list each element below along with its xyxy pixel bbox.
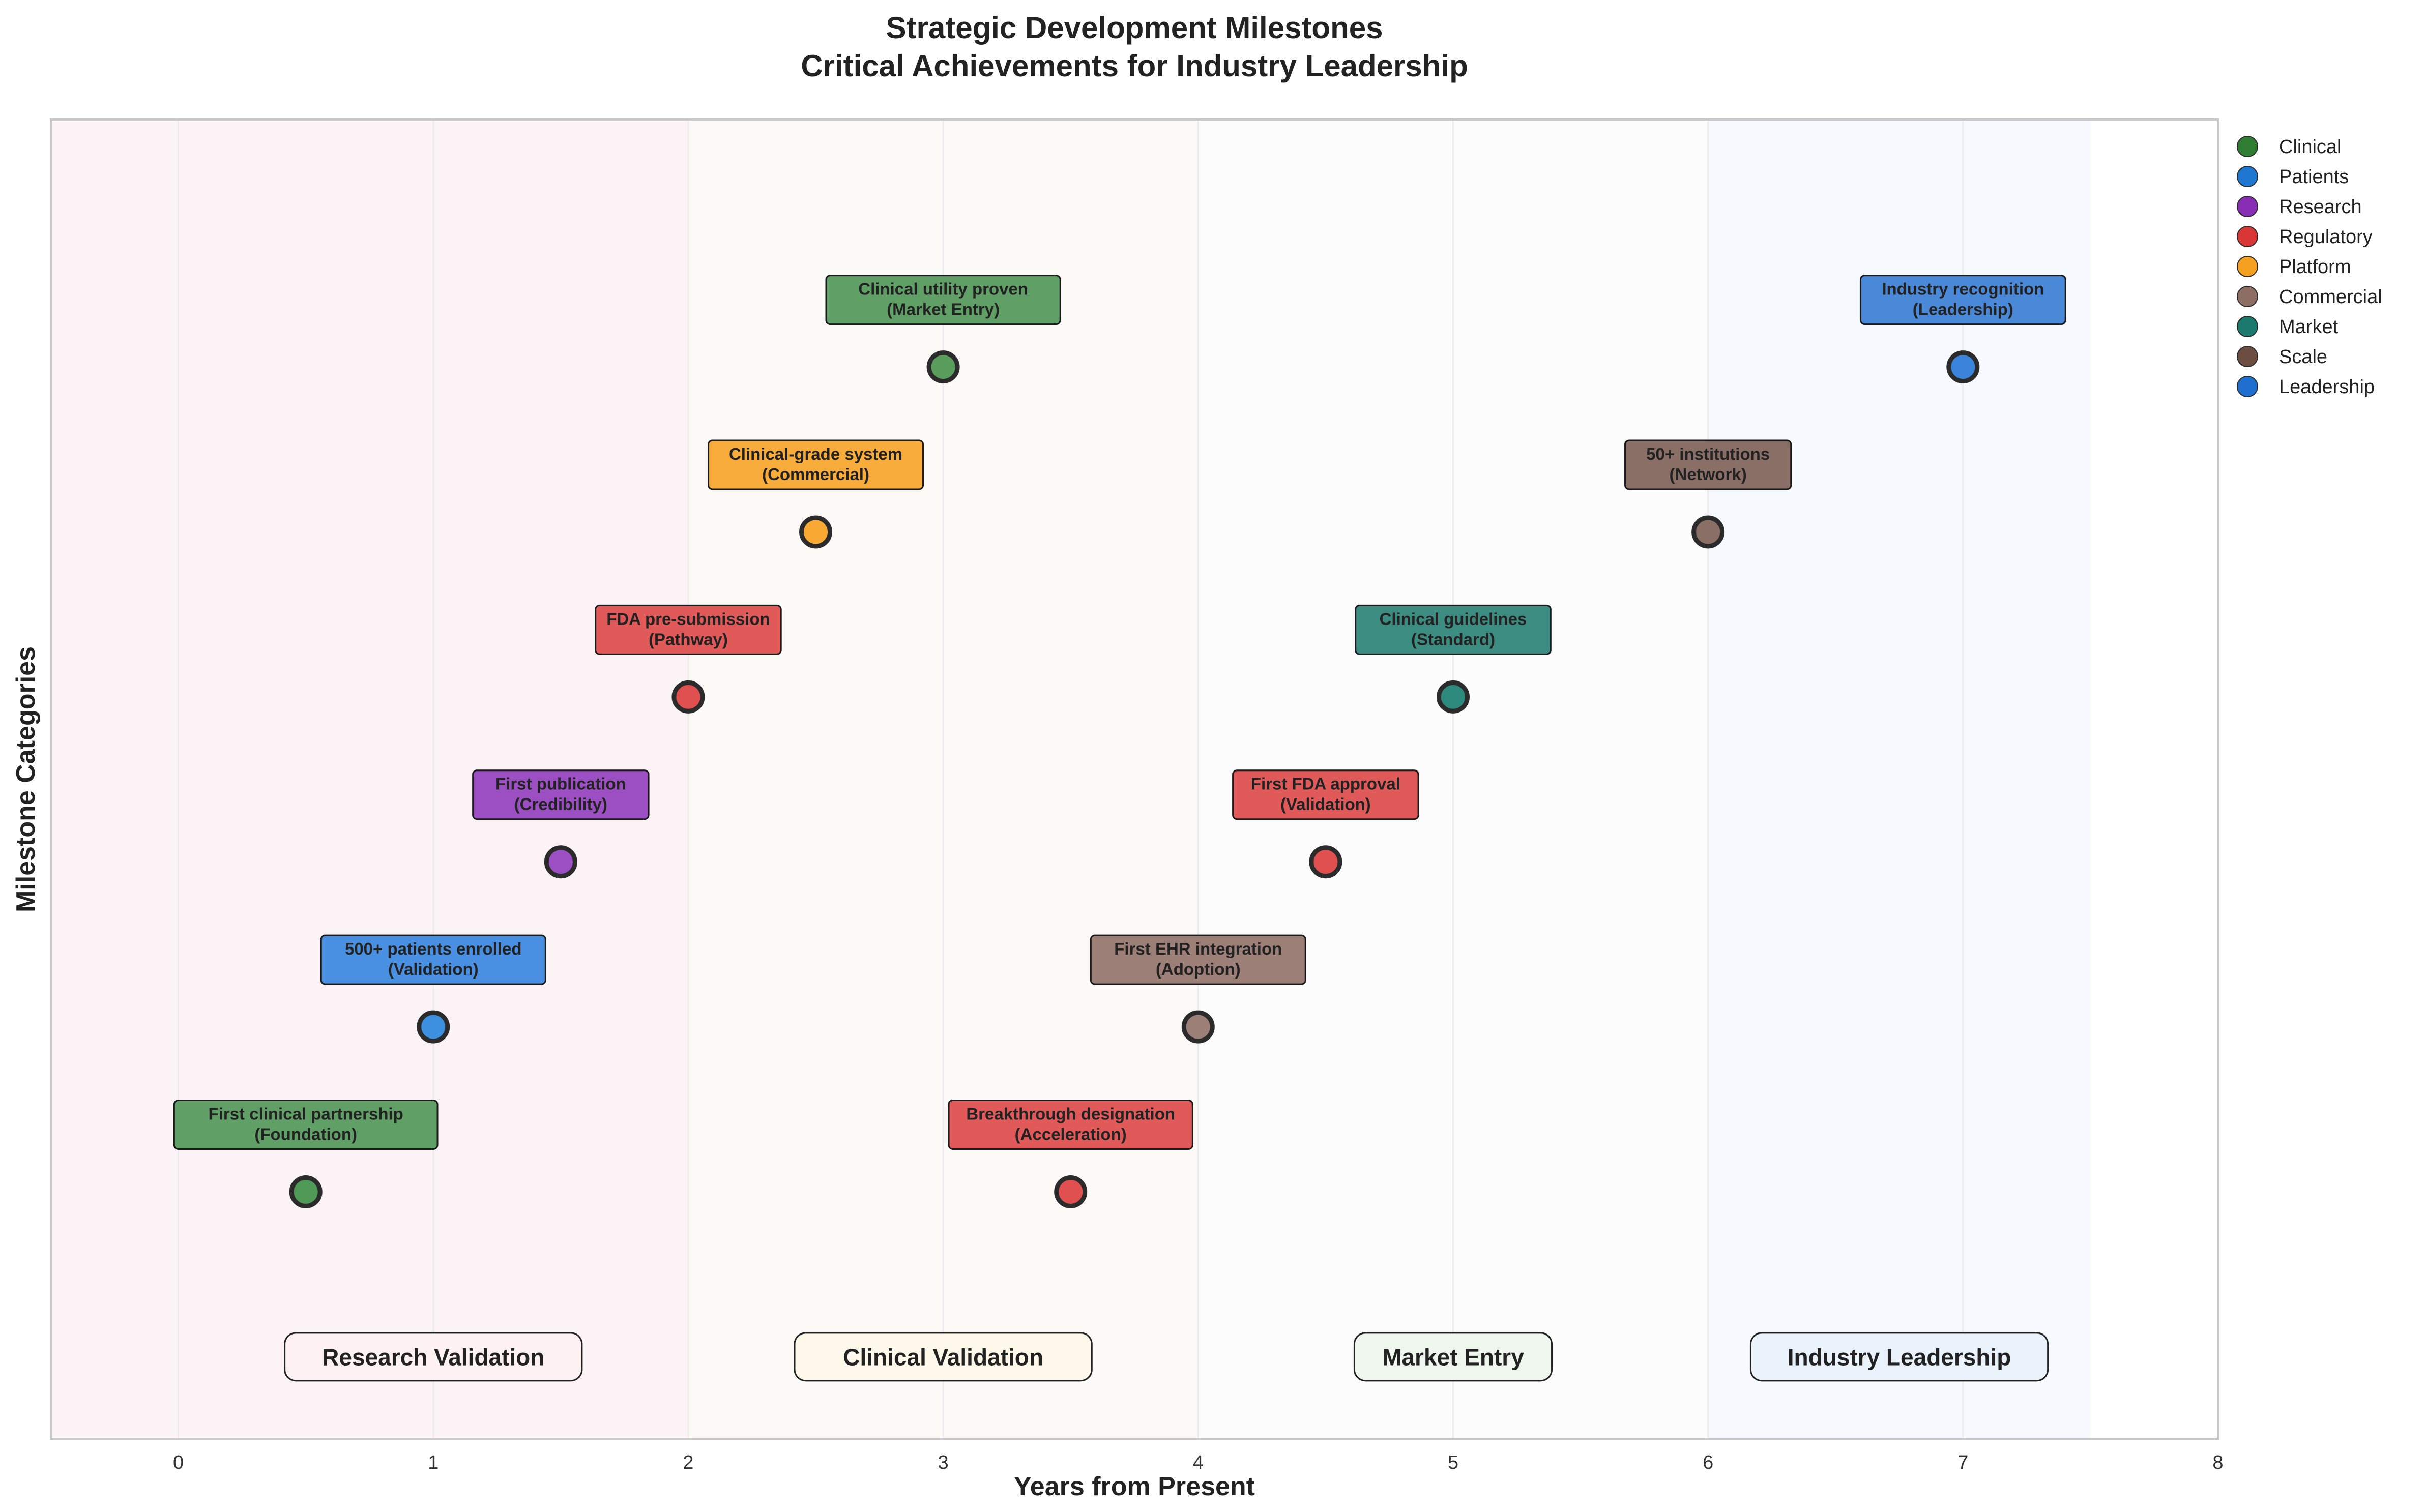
phase-label-box [284, 1332, 583, 1382]
legend-label: Patients [2279, 166, 2349, 188]
x-tick-label: 4 [1193, 1452, 1204, 1473]
annotation-sublabel: (Market Entry) [887, 300, 1000, 319]
phase-label: Clinical Validation [843, 1344, 1043, 1370]
x-tick-label: 0 [173, 1452, 184, 1473]
annotation-box [1355, 604, 1552, 655]
plot-frame [50, 118, 2219, 1440]
annotation-box [1090, 934, 1306, 985]
chart-title: Strategic Development Milestones [886, 11, 1383, 45]
annotation-label: First EHR integration [1114, 939, 1282, 958]
annotation-sublabel: (Adoption) [1156, 960, 1241, 979]
milestone-point [1436, 680, 1470, 714]
legend-label: Clinical [2279, 136, 2341, 158]
annotation-box [595, 604, 782, 655]
annotation-sublabel: (Commercial) [762, 465, 869, 484]
legend-marker [2237, 136, 2258, 157]
legend-label: Research [2279, 196, 2362, 218]
annotation-box [1232, 769, 1419, 820]
x-axis-label: Years from Present [1014, 1472, 1255, 1501]
legend: Clinical Patients Research Regulatory Platfo… [2237, 136, 2382, 398]
x-tick-label: 8 [2212, 1452, 2223, 1473]
milestone-point [289, 1175, 323, 1208]
annotation-box [1859, 275, 2066, 325]
legend-marker [2237, 316, 2258, 337]
annotation-sublabel: (Validation) [388, 960, 479, 979]
x-axis-ticks: 0 1 2 3 4 5 6 7 8 [173, 1452, 2224, 1473]
y-axis-label: Milestone Categories [11, 646, 41, 912]
legend-marker [2237, 346, 2258, 367]
annotation-box [173, 1099, 439, 1150]
annotation-sublabel: (Acceleration) [1015, 1124, 1127, 1143]
milestone-point [1181, 1010, 1215, 1044]
milestone-point [799, 515, 833, 549]
annotation-label: 50+ institutions [1646, 444, 1770, 463]
phase-label-box [794, 1332, 1093, 1382]
annotation-box [320, 934, 546, 985]
milestone-points [289, 350, 1980, 1208]
legend-label: Leadership [2279, 376, 2375, 398]
annotation-label: Industry recognition [1882, 280, 2044, 299]
annotation-sublabel: (Validation) [1280, 795, 1371, 814]
legend-label: Market [2279, 316, 2339, 338]
x-tick-label: 6 [1703, 1452, 1713, 1473]
annotation-label: First publication [495, 775, 626, 793]
annotation-sublabel: (Foundation) [254, 1124, 357, 1143]
phase-label: Research Validation [322, 1344, 544, 1370]
phase-label: Industry Leadership [1788, 1344, 2011, 1370]
annotation-sublabel: (Leadership) [1913, 300, 2013, 319]
legend-marker [2237, 226, 2258, 247]
legend-marker [2237, 286, 2258, 307]
phase-label: Market Entry [1382, 1344, 1524, 1370]
annotation-label: Clinical utility proven [858, 280, 1028, 299]
annotation-label: FDA pre-submission [606, 609, 770, 628]
x-tick-label: 3 [938, 1452, 949, 1473]
annotation-label: Clinical guidelines [1380, 609, 1527, 628]
x-tick-label: 5 [1448, 1452, 1458, 1473]
phase-backgrounds [51, 120, 2091, 1439]
legend-label: Platform [2279, 256, 2351, 278]
x-tick-label: 2 [683, 1452, 693, 1473]
milestone-point [1691, 515, 1725, 549]
annotation-box [948, 1099, 1193, 1150]
phase-label-box [1353, 1332, 1553, 1382]
milestone-point [671, 680, 705, 714]
chart-subtitle: Critical Achievements for Industry Leade… [801, 49, 1468, 83]
legend-label: Scale [2279, 346, 2327, 368]
annotation-box [708, 439, 924, 490]
legend-marker [2237, 376, 2258, 397]
annotation-sublabel: (Network) [1670, 465, 1747, 484]
legend-marker [2237, 196, 2258, 217]
annotation-box [1624, 439, 1792, 490]
annotation-sublabel: (Pathway) [649, 630, 728, 648]
legend-label: Regulatory [2279, 226, 2373, 248]
milestone-point [417, 1010, 450, 1044]
annotation-label: First clinical partnership [209, 1104, 403, 1123]
x-tick-label: 1 [428, 1452, 439, 1473]
milestone-point [544, 845, 577, 879]
milestone-point [926, 350, 960, 384]
phase-labels: Research Validation Clinical Validation Ma… [284, 1332, 2049, 1382]
x-tick-label: 7 [1957, 1452, 1968, 1473]
annotation-sublabel: (Credibility) [514, 795, 607, 814]
annotation-label: First FDA approval [1251, 775, 1400, 793]
annotation-box [825, 275, 1061, 325]
legend-label: Commercial [2279, 286, 2382, 308]
phase-label-box [1749, 1332, 2049, 1382]
milestone-annotations: First clinical partnership(Foundation) 50… [173, 275, 2066, 1150]
annotation-sublabel: (Standard) [1411, 630, 1495, 648]
milestone-point [1054, 1175, 1088, 1208]
legend-marker [2237, 256, 2258, 277]
annotation-box [472, 769, 650, 820]
milestone-point [1946, 350, 1980, 384]
phase-band-4 [1708, 120, 2091, 1439]
annotation-label: Clinical-grade system [729, 444, 902, 463]
annotation-label: Breakthrough designation [966, 1104, 1175, 1123]
milestone-point [1309, 845, 1342, 879]
legend-marker [2237, 166, 2258, 187]
annotation-label: 500+ patients enrolled [345, 939, 522, 958]
